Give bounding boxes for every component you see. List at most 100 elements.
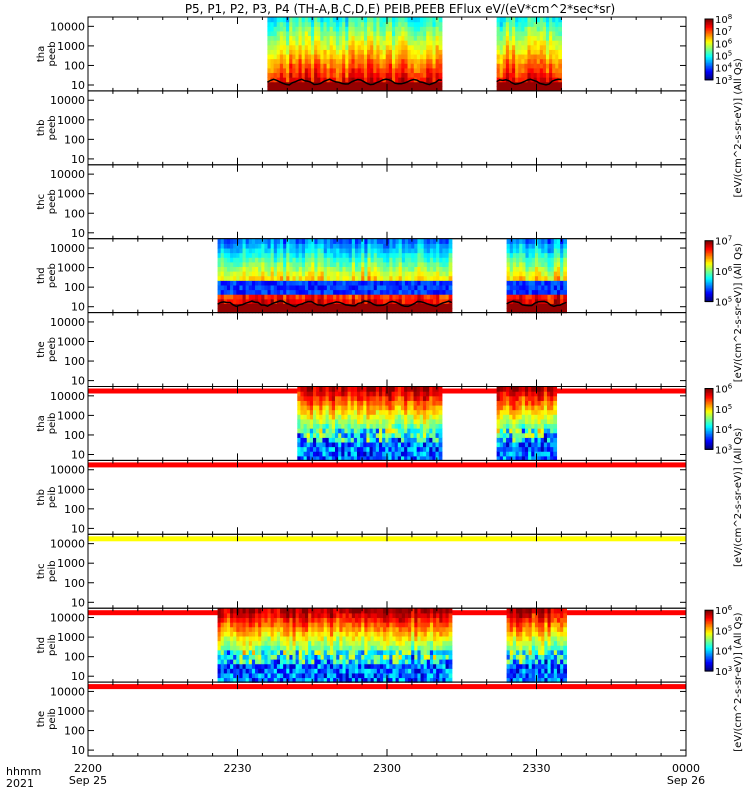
spectrogram-cell (552, 40, 556, 46)
spectrogram-cell (422, 451, 427, 457)
spectrogram-cell (298, 631, 303, 637)
spectrogram-cell (267, 30, 272, 37)
spectrogram-cell (404, 77, 409, 83)
spectrogram-cell (328, 418, 333, 425)
spectrogram-cell (394, 446, 399, 452)
spectrogram-cell (289, 672, 294, 679)
spectrogram-cell (326, 294, 331, 300)
spectrogram-cell (391, 53, 396, 60)
spectrogram-cell (531, 307, 536, 314)
spectrogram-cell (533, 67, 538, 74)
spectrogram-cell (342, 77, 346, 83)
spectrogram-cell (358, 303, 362, 309)
spectrogram-cell (423, 284, 428, 291)
spectrogram-cell (496, 17, 501, 23)
spectrogram-cell (233, 663, 237, 669)
spectrogram-cell (392, 252, 397, 258)
spectrogram-cell (336, 617, 340, 623)
y-tick-label: 10 (71, 79, 85, 92)
spectrogram-cell (323, 21, 328, 27)
spectrogram-cell (438, 63, 443, 69)
spectrogram-cell (378, 441, 383, 448)
spectrogram-cell (388, 404, 393, 411)
spectrogram-cell (432, 53, 437, 60)
spectrogram-cell (351, 53, 356, 60)
spectrogram-cell (524, 72, 529, 78)
spectrogram-cell (270, 247, 275, 254)
spectrogram-cell (423, 266, 428, 272)
spectrogram-cell (280, 280, 284, 286)
spectrogram-cell (323, 280, 328, 286)
spectrogram-cell (245, 280, 250, 286)
spectrogram-cell (323, 49, 328, 55)
spectrogram-cell (400, 404, 405, 411)
spectrogram-cell (512, 261, 517, 268)
spectrogram-cell (289, 44, 293, 50)
spectrogram-cell (303, 395, 308, 401)
spectrogram-cell (331, 418, 336, 425)
y-tick-label: 1000 (57, 409, 85, 422)
spectrogram-cell (423, 44, 427, 50)
spectrogram-cell (226, 261, 231, 268)
spectrogram-cell (339, 243, 344, 249)
spectrogram-cell (411, 261, 415, 268)
spectrogram-cell (373, 307, 378, 314)
spectrogram-cell (339, 72, 343, 78)
spectrogram-cell (276, 81, 281, 87)
spectrogram-cell (401, 289, 406, 295)
spectrogram-cell (397, 423, 402, 429)
spectrogram-cell (338, 391, 342, 397)
spectrogram-cell (306, 386, 311, 392)
spectrogram-cell (233, 266, 237, 272)
spectrogram-cell (326, 35, 331, 41)
spectrogram-cell (255, 303, 259, 309)
panel-label: thapeeb (36, 41, 58, 66)
spectrogram-cell (360, 400, 364, 406)
spectrogram-cell (429, 451, 433, 457)
spectrogram-cell (226, 252, 231, 258)
spectrogram-cell (301, 21, 306, 27)
spectrogram-cell (442, 275, 447, 281)
spectrogram-cell (317, 289, 322, 295)
spectrogram-cell (385, 391, 390, 397)
spectrogram-cell (286, 608, 290, 614)
spectrogram-cell (255, 307, 259, 314)
spectrogram-cell (383, 238, 387, 244)
spectrogram-cell (429, 391, 433, 397)
spectrogram-cell (435, 423, 440, 429)
spectrogram-cell (512, 289, 517, 295)
spectrogram-cell (370, 26, 374, 32)
spectrogram-cell (395, 303, 400, 309)
spectrogram-cell (261, 635, 266, 642)
spectrogram-cell (540, 441, 545, 448)
spectrogram-cell (289, 663, 294, 669)
spectrogram-cell (308, 663, 312, 669)
spectrogram-cell (267, 77, 272, 83)
spectrogram-cell (541, 261, 545, 268)
spectrogram-cell (382, 49, 387, 55)
panel-label-line: tha (36, 415, 47, 431)
spectrogram-cell (525, 243, 530, 249)
spectrogram-cell (496, 77, 501, 83)
spectrogram-cell (282, 30, 287, 37)
spectrogram-cell (251, 261, 256, 268)
spectrogram-cell (267, 72, 272, 78)
spectrogram-cell (358, 238, 362, 244)
spectrogram-cell (544, 247, 549, 254)
spectrogram-cell (528, 294, 533, 300)
spectrogram-cell (339, 275, 344, 281)
spectrogram-cell (354, 58, 359, 64)
spectrogram-cell (521, 30, 525, 37)
spectrogram-cell (236, 677, 241, 683)
spectrogram-cell (267, 280, 272, 286)
spectrogram-cell (239, 307, 244, 314)
spectrogram-cell (273, 307, 278, 314)
spectrogram-cell (518, 30, 522, 37)
spectrogram-cell (541, 257, 545, 263)
spectrogram-cell (251, 645, 256, 651)
spectrogram-cell (389, 294, 394, 300)
spectrogram-cell (354, 40, 359, 46)
spectrogram-cell (410, 58, 415, 64)
